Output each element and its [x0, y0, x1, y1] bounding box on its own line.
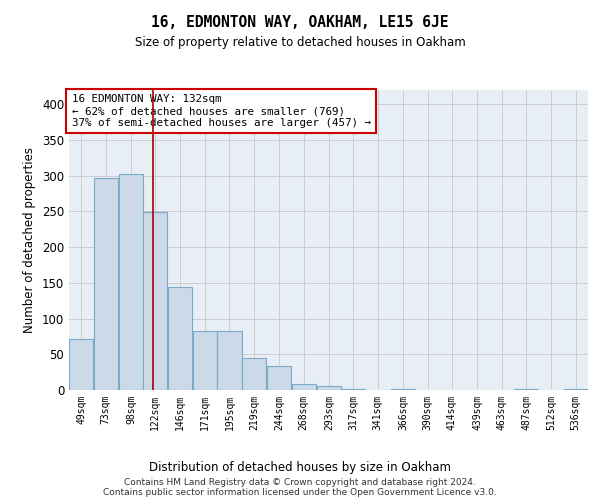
Bar	[143, 212, 167, 390]
Text: 16 EDMONTON WAY: 132sqm
← 62% of detached houses are smaller (769)
37% of semi-d: 16 EDMONTON WAY: 132sqm ← 62% of detache…	[71, 94, 371, 128]
Bar	[242, 358, 266, 390]
Text: 16, EDMONTON WAY, OAKHAM, LE15 6JE: 16, EDMONTON WAY, OAKHAM, LE15 6JE	[151, 15, 449, 30]
Bar	[167, 287, 192, 390]
Text: Contains HM Land Registry data © Crown copyright and database right 2024.
Contai: Contains HM Land Registry data © Crown c…	[103, 478, 497, 497]
Bar	[292, 384, 316, 390]
Y-axis label: Number of detached properties: Number of detached properties	[23, 147, 37, 333]
Bar	[69, 338, 93, 390]
Bar	[119, 174, 143, 390]
Bar	[193, 332, 217, 390]
Bar	[94, 178, 118, 390]
Bar	[217, 332, 242, 390]
Bar	[267, 366, 291, 390]
Text: Size of property relative to detached houses in Oakham: Size of property relative to detached ho…	[134, 36, 466, 49]
Text: Distribution of detached houses by size in Oakham: Distribution of detached houses by size …	[149, 461, 451, 474]
Bar	[317, 386, 341, 390]
